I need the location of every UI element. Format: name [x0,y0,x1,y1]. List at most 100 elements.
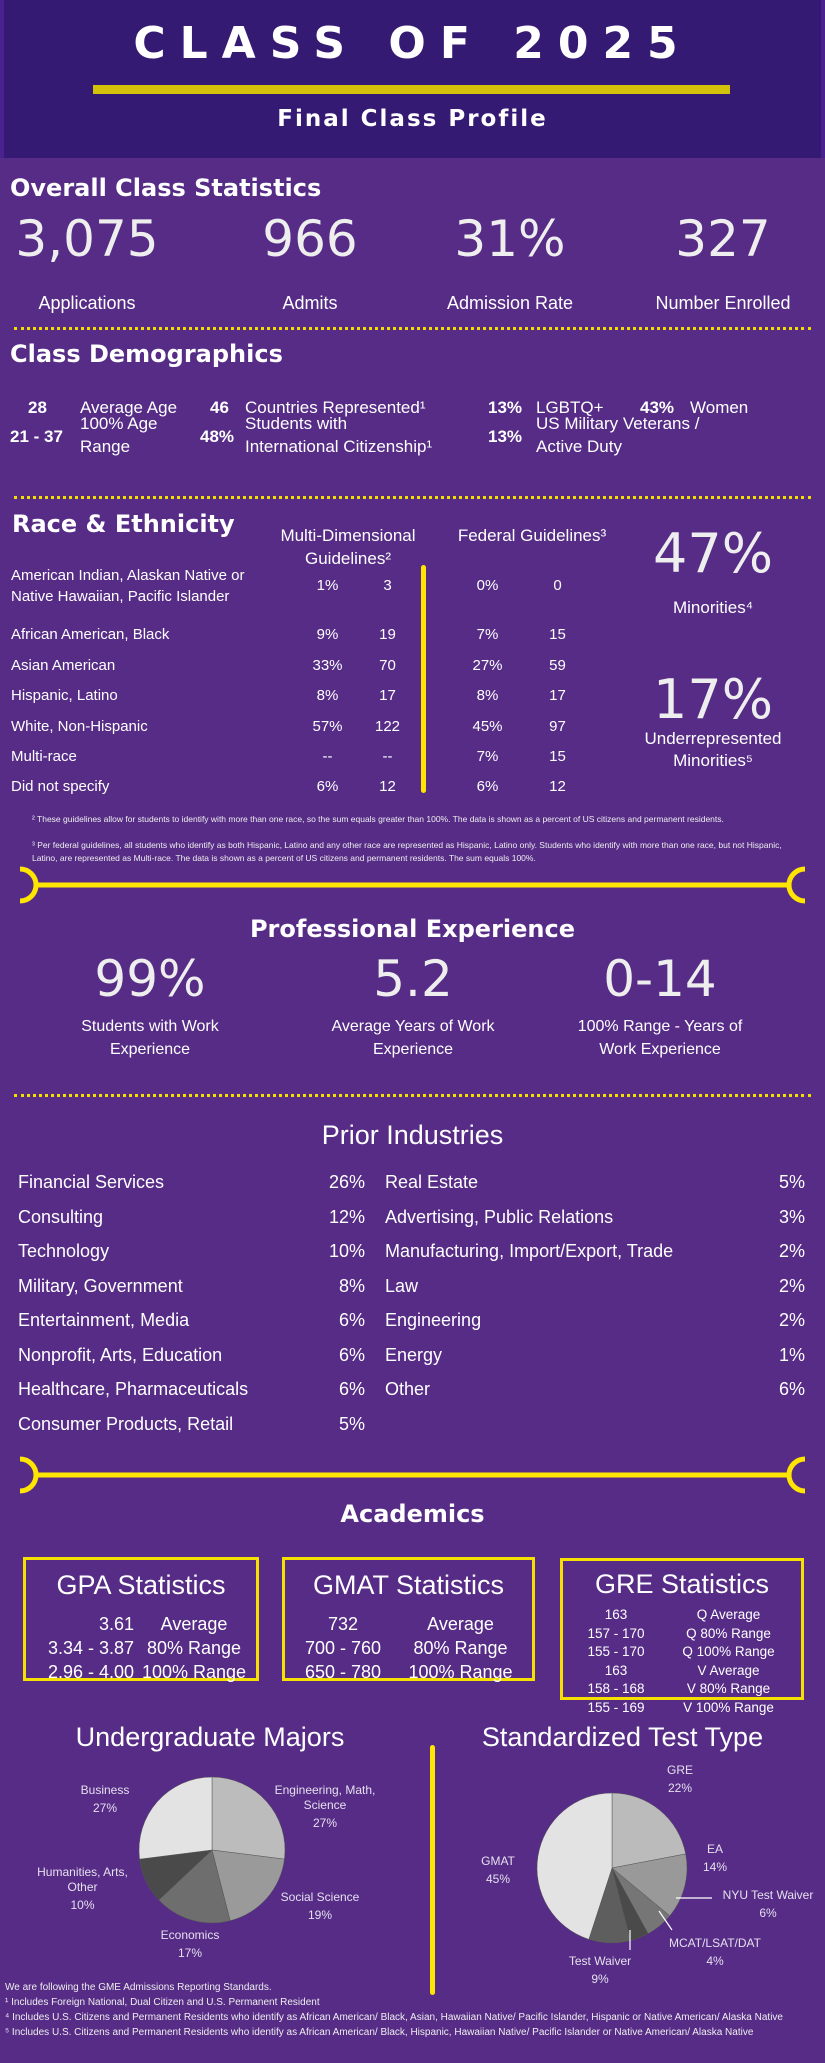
pie-label-name: Social Science [280,1890,360,1904]
federal-header: Federal Guidelines³ [457,526,607,545]
test-type-title: Standardized Test Type [481,1722,764,1752]
pie-slice [138,1776,213,1860]
gmat-rows: 732 Average 700 - 760 80% Range 650 - 780 100… [293,1612,528,1684]
footer-note: ¹ Includes Foreign National, Dual Citize… [5,1997,320,2008]
race-md-count: 12 [379,778,396,795]
stat-label: Average [160,1614,228,1634]
urm-label: Underrepresented Minorities⁵ [644,729,782,770]
stat-value: 157 - 170 [587,1625,645,1641]
industry-name: Nonprofit, Arts, Education [18,1344,223,1365]
pie-label-value: 9% [591,1972,609,1986]
race-row-label: American Indian, Alaskan Native or Nativ… [11,567,245,605]
race-md-pct: 33% [312,657,343,674]
race-fed-count: 17 [549,687,566,704]
industry-pct: 2% [778,1241,805,1261]
leader-line [658,1910,673,1931]
race-row-label: Did not specify [11,778,110,795]
pie-label: NYU Test Waiver 6% [713,1888,823,1921]
industry-name: Consulting [18,1206,104,1227]
industry-pct: 6% [338,1379,365,1399]
gpa-box: GPA Statistics 3.61 Average 3.34 - 3.87 80%… [23,1557,259,1684]
stat-row: 163 V Average [571,1662,796,1681]
overall-stat-label: Number Enrolled [655,293,791,313]
industry-pct: 8% [338,1275,365,1296]
minorities-label: Minorities⁴ [672,598,754,617]
industry-name: Law [385,1275,419,1296]
stat-value: 700 - 760 [304,1638,382,1658]
pie-label-value: 6% [759,1906,777,1920]
industry-pct: 10% [328,1241,365,1261]
demographic-label: 100% Age Range [80,414,158,456]
race-md-pct: 8% [316,687,339,704]
demographic-value: 13% [488,398,523,417]
industries-heading: Prior Industries [321,1120,504,1150]
pie-label: Test Waiver 9% [565,1954,635,1987]
pie-label-name: NYU Test Waiver [722,1888,814,1902]
stat-row: 3.61 Average [34,1612,254,1636]
pie-label-value: 14% [702,1860,728,1874]
footer-notes: We are following the GME Admissions Repo… [5,1980,815,2040]
race-fed-pct: 6% [476,778,499,795]
industry-name: Military, Government [18,1275,183,1296]
race-fed-count: 97 [549,718,566,735]
race-fed-pct: 0% [476,577,499,594]
pie-label-value: 22% [667,1781,693,1795]
stat-row: 158 - 168 V 80% Range [571,1680,796,1699]
gre-title: GRE Statistics [594,1569,770,1599]
overall-stat-value: 966 [262,210,358,268]
demographic-label: Students with International Citizenship¹ [245,414,433,456]
stat-row: 2.96 - 4.00 100% Range [34,1660,254,1684]
overall-stat-label: Admits [282,293,338,313]
race-fed-pct: 45% [472,718,503,735]
stat-label: 80% Range [146,1638,242,1658]
race-md-count: -- [382,748,393,765]
pie-label-value: 19% [307,1908,333,1922]
race-fed-count: 15 [549,748,566,765]
race-heading: Race & Ethnicity [12,510,235,538]
demographic-value: 28 [28,398,47,417]
industry-pct: 2% [778,1275,805,1296]
demographic-label: Women [690,398,749,417]
stat-label: Q 80% Range [686,1625,771,1641]
race-footnote-3: ³ Per federal guidelines, all students w… [32,840,782,863]
experience-stat-value: 99% [94,950,206,1008]
pie-slice [611,1792,686,1869]
race-row-label: Multi-race [11,748,77,765]
pie-label: Humanities, Arts, Other 10% [25,1865,140,1913]
pie-label: Economics 17% [150,1928,230,1961]
pie-label: GMAT 45% [478,1854,518,1887]
industry-name: Healthcare, Pharmaceuticals [18,1379,249,1399]
stat-row: 732 Average [293,1612,528,1636]
industry-pct: 2% [778,1310,805,1330]
race-fed-count: 0 [553,577,562,594]
pie-label: Engineering, Math, Science 27% [270,1783,380,1831]
stat-row: 3.34 - 3.87 80% Range [34,1636,254,1660]
page-subtitle: Final Class Profile [277,106,548,132]
industry-name: Advertising, Public Relations [385,1206,614,1227]
pie-label-name: MCAT/LSAT/DAT [668,1936,761,1950]
pie-label-value: 17% [177,1946,203,1960]
overall-stat-label: Admission Rate [446,293,574,313]
stat-label: Q Average [696,1607,761,1622]
race-md-pct: 57% [312,718,343,735]
pie-label-name: GMAT [481,1854,515,1868]
demographic-value: 46 [210,398,229,417]
stat-row: 163 Q Average [571,1606,796,1625]
industry-name: Other [385,1379,431,1399]
pie-label-name: Humanities, Arts, Other [37,1865,128,1894]
urm-value: 17% [652,668,774,731]
industry-pct: 12% [328,1206,365,1227]
experience-stat-value: 0-14 [603,950,717,1008]
stat-value: 2.96 - 4.00 [47,1662,134,1682]
industry-name: Technology [18,1241,110,1261]
title-underline [93,85,730,94]
race-fed-pct: 7% [476,748,499,765]
gmat-title: GMAT Statistics [312,1570,505,1600]
stat-label: 100% Range [408,1662,513,1682]
pie-label-name: Engineering, Math, Science [274,1783,376,1812]
race-md-count: 3 [383,577,392,594]
race-fed-count: 12 [549,778,566,795]
industry-name: Financial Services [18,1172,165,1192]
industry-name: Consumer Products, Retail [18,1413,234,1434]
